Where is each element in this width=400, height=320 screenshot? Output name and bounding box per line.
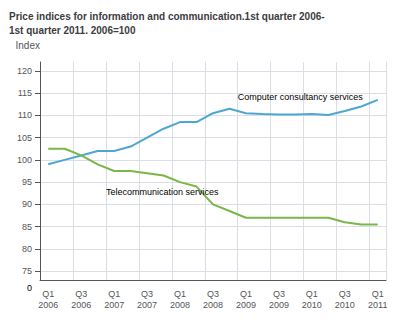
svg-text:2008: 2008 — [203, 300, 223, 310]
svg-text:Q1: Q1 — [372, 289, 384, 299]
svg-text:80: 80 — [22, 244, 32, 254]
svg-text:0: 0 — [27, 283, 32, 293]
svg-text:2006: 2006 — [71, 300, 91, 310]
svg-text:Q3: Q3 — [141, 289, 153, 299]
svg-text:Price indices for information: Price indices for information and commun… — [9, 11, 325, 22]
svg-text:Telecommunication services: Telecommunication services — [106, 187, 219, 197]
svg-text:Q1: Q1 — [306, 289, 318, 299]
svg-text:2010: 2010 — [302, 300, 322, 310]
svg-text:100: 100 — [17, 155, 32, 165]
svg-text:2009: 2009 — [236, 300, 256, 310]
svg-text:120: 120 — [17, 66, 32, 76]
svg-text:110: 110 — [18, 110, 32, 120]
svg-text:Q1: Q1 — [42, 289, 54, 299]
svg-text:2009: 2009 — [269, 300, 289, 310]
svg-text:75: 75 — [22, 266, 32, 276]
svg-text:2007: 2007 — [137, 300, 157, 310]
svg-text:Q1: Q1 — [108, 289, 120, 299]
svg-text:2006: 2006 — [38, 300, 58, 310]
svg-text:Q3: Q3 — [339, 289, 351, 299]
svg-text:2010: 2010 — [335, 300, 355, 310]
svg-text:Q3: Q3 — [273, 289, 285, 299]
svg-text:Q1: Q1 — [240, 289, 252, 299]
svg-text:105: 105 — [17, 133, 32, 143]
svg-text:2011: 2011 — [368, 300, 387, 310]
svg-text:85: 85 — [22, 222, 32, 232]
svg-text:Q3: Q3 — [207, 289, 219, 299]
svg-text:Q3: Q3 — [75, 289, 87, 299]
svg-text:Computer consultancy services: Computer consultancy services — [238, 92, 364, 102]
svg-text:1st quarter 2011. 2006=100: 1st quarter 2011. 2006=100 — [9, 25, 136, 36]
svg-text:Q1: Q1 — [174, 289, 186, 299]
svg-text:90: 90 — [22, 199, 32, 209]
svg-text:115: 115 — [18, 88, 32, 98]
svg-text:2008: 2008 — [170, 300, 190, 310]
svg-text:2007: 2007 — [104, 300, 124, 310]
svg-text:Index: Index — [16, 40, 40, 51]
svg-text:95: 95 — [22, 177, 32, 187]
